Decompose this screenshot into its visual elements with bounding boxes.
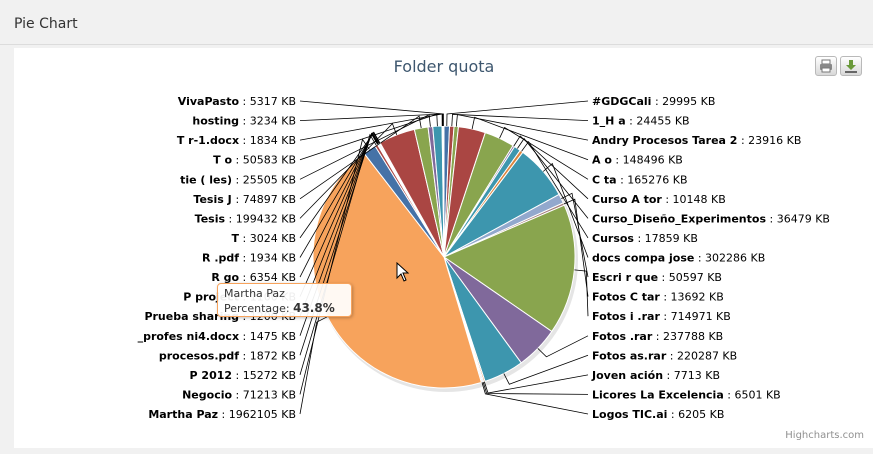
pie-connector-line <box>299 114 431 180</box>
tooltip-label: Percentage: <box>224 302 290 315</box>
pie-data-label: hosting : 3234 KB <box>192 115 296 128</box>
pie-data-label: VivaPasto : 5317 KB <box>178 95 296 108</box>
pie-data-label: procesos.pdf : 1872 KB <box>159 349 296 362</box>
pie-connector-line <box>542 162 589 258</box>
header-divider <box>0 44 873 45</box>
pie-data-label: Andry Procesos Tarea 2 : 23916 KB <box>592 134 801 147</box>
pie-connector-line <box>299 100 444 126</box>
pie-connector-line <box>299 122 398 219</box>
pie-data-label: Fotos as.rar : 220287 KB <box>592 349 737 362</box>
pie-data-label: T : 3024 KB <box>232 232 296 245</box>
pie-data-label: #GDGCali : 29995 KB <box>592 95 715 108</box>
pie-data-label: Tesis J : 74897 KB <box>193 193 296 206</box>
pie-labels: #GDGCali : 29995 KB 1_H a : 24455 KB Andry… <box>138 95 830 421</box>
pie-connector-line <box>299 132 380 278</box>
pie-connector-line <box>299 113 443 141</box>
pie-connector-line <box>483 374 589 394</box>
pie-data-label: Negocio : 71213 KB <box>182 388 296 401</box>
pie-connector-line <box>299 131 380 258</box>
pie-connector-line <box>451 113 589 127</box>
pie-data-label: Fotos C tar : 13692 KB <box>592 291 724 304</box>
pie-connector-line <box>482 381 589 395</box>
pie-connector-line <box>299 131 381 239</box>
pie-data-label: Fotos .rar : 237788 KB <box>592 330 723 343</box>
pie-data-label: T o : 50583 KB <box>213 154 296 167</box>
pie-data-label: R .pdf : 1934 KB <box>202 252 296 265</box>
download-button[interactable] <box>840 56 862 76</box>
download-icon <box>845 60 857 73</box>
credits-link[interactable]: Highcharts.com <box>785 430 864 441</box>
pie-data-label: T r-1.docx : 1834 KB <box>177 134 296 147</box>
pie-connector-line <box>513 135 589 200</box>
pie-connector-line <box>517 137 589 219</box>
pie-connector-line <box>455 114 589 141</box>
pie-connector-line <box>481 382 589 415</box>
pie-data-label: Tesis : 199432 KB <box>195 212 296 225</box>
pie-connector-line <box>563 198 589 297</box>
pie-connector-line <box>299 113 444 127</box>
pie-data-label: Escri r que : 50597 KB <box>592 271 722 284</box>
pie-data-label: R go : 6354 KB <box>211 271 296 284</box>
pie-data-label: Cursos : 17859 KB <box>592 232 698 245</box>
pie-data-label: Curso_Diseño_Experimentos : 36479 KB <box>592 212 830 225</box>
pie-connector-line <box>537 335 589 358</box>
tooltip-value: 43.8% <box>293 301 335 315</box>
pie-data-label: _profes ni4.docx : 1475 KB <box>138 330 296 343</box>
tooltip: Martha Paz Percentage: 43.8% <box>217 283 352 317</box>
pie-chart: Folder quota #GDGCali : 29995 KB 1_H a : … <box>138 57 830 421</box>
pie-connector-line <box>299 115 422 200</box>
pie-data-label: 1_H a : 24455 KB <box>592 115 690 128</box>
mouse-cursor-icon <box>396 262 410 282</box>
chart-title: Folder quota <box>394 57 495 76</box>
page-title: Pie Chart <box>14 16 78 32</box>
pie-connector-line <box>299 316 328 415</box>
pie-connectors <box>299 100 589 415</box>
printer-icon <box>820 59 832 73</box>
pie-data-label: Joven ación : 7713 KB <box>591 369 720 382</box>
pie-data-label: P 2012 : 15272 KB <box>190 369 296 382</box>
pie-data-label: Martha Paz : 1962105 KB <box>148 408 296 421</box>
pie-data-label: Licores La Excelencia : 6501 KB <box>592 388 781 401</box>
tooltip-series-name: Martha Paz <box>224 287 285 300</box>
pie-connector-line <box>499 126 589 180</box>
pie-connector-line <box>503 354 589 385</box>
pie-data-label: A o : 148496 KB <box>592 154 683 167</box>
pie-data-label: C ta : 165276 KB <box>592 173 688 186</box>
pie-data-label: Curso A tor : 10148 KB <box>592 193 726 206</box>
print-button[interactable] <box>815 56 837 76</box>
pie-connector-line <box>471 116 589 161</box>
pie-slice[interactable] <box>442 204 576 333</box>
pie-connector-line <box>446 100 589 127</box>
pie-data-label: docs compa jose : 302286 KB <box>592 252 765 265</box>
pie-connector-line <box>574 269 589 317</box>
pie-data-label: Logos TIC.ai : 6205 KB <box>592 408 724 421</box>
pie-data-label: Fotos i .rar : 714971 KB <box>592 310 731 323</box>
pie-data-label: tie ( les) : 25505 KB <box>180 173 296 186</box>
pie-connector-line <box>299 132 378 356</box>
pie-connector-line <box>561 192 589 278</box>
pie-connector-line <box>299 113 438 161</box>
tooltip-body: Percentage: 43.8% <box>224 301 345 316</box>
